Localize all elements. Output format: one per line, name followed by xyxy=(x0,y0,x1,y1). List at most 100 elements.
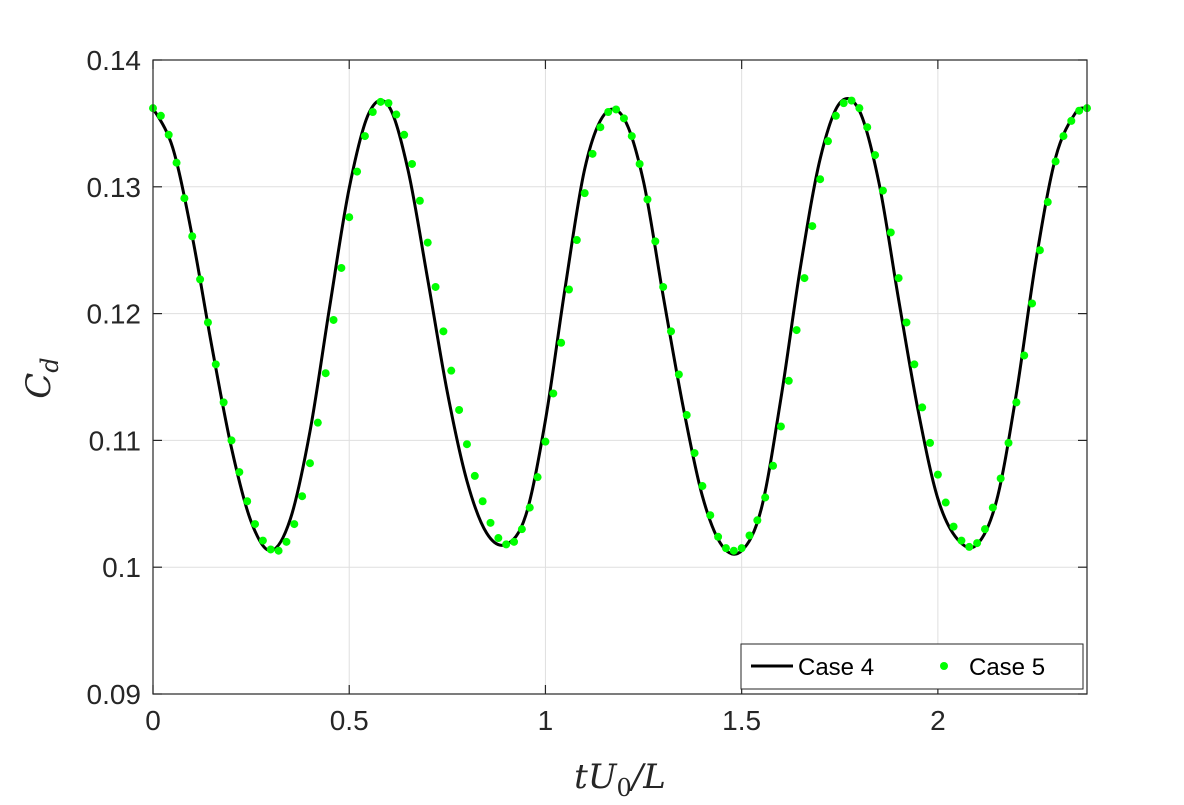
case-5-point xyxy=(619,114,628,123)
legend-case-5-label: Case 5 xyxy=(969,654,1045,681)
case-5-point xyxy=(886,228,895,237)
case-5-point xyxy=(298,492,307,501)
plot-background xyxy=(153,60,1087,694)
case-5-point xyxy=(973,539,982,548)
x-tick-label: 0.5 xyxy=(330,705,369,736)
case-5-point xyxy=(863,123,872,132)
case-5-point xyxy=(729,546,738,555)
case-5-point xyxy=(172,158,181,167)
case-5-point xyxy=(871,151,880,160)
case-5-point xyxy=(949,522,958,531)
case-5-point xyxy=(164,130,173,139)
case-5-point xyxy=(714,532,723,541)
x-axis-title: tU0/L xyxy=(574,757,666,802)
case-5-point xyxy=(447,366,456,375)
x-axis-title-rest: /L xyxy=(629,757,666,797)
y-tick-labels: 0.09 0.1 0.11 0.12 0.13 0.14 xyxy=(87,45,142,710)
case-5-point xyxy=(329,315,338,324)
case-5-point xyxy=(769,461,778,470)
case-5-point xyxy=(612,105,621,114)
case-5-point xyxy=(1012,398,1021,407)
case-5-point xyxy=(533,473,542,482)
case-5-point xyxy=(258,536,267,545)
case-5-point xyxy=(156,111,165,120)
case-5-point xyxy=(659,282,668,291)
case-5-point xyxy=(392,110,401,119)
case-5-point xyxy=(337,263,346,272)
y-tick-label: 0.09 xyxy=(87,679,142,710)
case-5-point xyxy=(502,540,511,549)
case-5-point xyxy=(478,497,487,506)
case-5-point xyxy=(933,470,942,479)
case-5-point xyxy=(996,474,1005,483)
case-5-point xyxy=(894,274,903,283)
case-5-point xyxy=(400,130,409,139)
case-5-point xyxy=(564,285,573,294)
y-tick-label: 0.14 xyxy=(87,45,142,76)
case-5-point xyxy=(776,422,785,431)
case-5-point xyxy=(431,282,440,291)
case-5-point xyxy=(1020,351,1029,360)
case-5-point xyxy=(667,327,676,336)
case-5-point xyxy=(203,318,212,327)
case-5-point xyxy=(219,398,228,407)
case-5-point xyxy=(651,237,660,246)
case-5-point xyxy=(808,222,817,231)
case-5-point xyxy=(816,175,825,184)
x-axis-title-main: tU xyxy=(574,757,618,797)
case-5-point xyxy=(517,525,526,534)
case-5-point xyxy=(384,99,393,108)
case-5-point xyxy=(353,167,362,176)
case-5-point xyxy=(345,213,354,222)
case-5-point xyxy=(878,186,887,195)
case-5-point xyxy=(721,544,730,553)
case-5-point xyxy=(321,369,330,378)
case-5-point xyxy=(1035,246,1044,255)
case-5-point xyxy=(682,411,691,420)
x-tick-label: 0 xyxy=(145,705,161,736)
case-5-point xyxy=(784,376,793,385)
case-5-point xyxy=(1043,198,1052,207)
case-5-point xyxy=(737,544,746,553)
x-tick-label: 1 xyxy=(538,705,554,736)
case-5-point xyxy=(588,149,597,158)
case-5-point xyxy=(470,471,479,480)
x-tick-label: 2 xyxy=(930,705,946,736)
case-5-point xyxy=(957,536,966,545)
case-5-point xyxy=(572,236,581,245)
case-5-point xyxy=(1051,157,1060,166)
x-tick-label: 1.5 xyxy=(722,705,761,736)
x-axis-title-subscript: 0 xyxy=(617,774,632,802)
case-5-point xyxy=(243,497,252,506)
case-5-point xyxy=(941,498,950,507)
legend: Case 4 Case 5 xyxy=(740,643,1084,690)
x-tick-labels: 0 0.5 1 1.5 2 xyxy=(145,705,945,736)
case-5-point xyxy=(290,520,299,529)
case-5-point xyxy=(227,436,236,445)
case-5-point xyxy=(831,111,840,120)
case-5-point xyxy=(698,482,707,491)
case-5-point xyxy=(1004,438,1013,447)
case-5-point xyxy=(439,327,448,336)
case-5-point xyxy=(980,525,989,534)
case-5-point xyxy=(839,99,848,108)
y-tick-label: 0.1 xyxy=(102,552,141,583)
case-5-point xyxy=(918,403,927,412)
case-5-point xyxy=(251,520,260,529)
case-5-point xyxy=(494,534,503,543)
case-5-point xyxy=(266,545,275,554)
case-5-point xyxy=(455,405,464,414)
case-5-point xyxy=(635,159,644,168)
case-5-point xyxy=(745,531,754,540)
case-5-point xyxy=(604,107,613,116)
case-5-point xyxy=(1075,106,1084,115)
case-5-point xyxy=(1059,132,1068,141)
case-5-point xyxy=(408,159,417,168)
case-5-point xyxy=(706,511,715,520)
plot-frame xyxy=(152,59,1088,695)
case-5-point xyxy=(910,360,919,369)
case-5-point xyxy=(792,326,801,335)
y-axis-title: Cd xyxy=(19,357,64,398)
case-5-point xyxy=(423,238,432,247)
